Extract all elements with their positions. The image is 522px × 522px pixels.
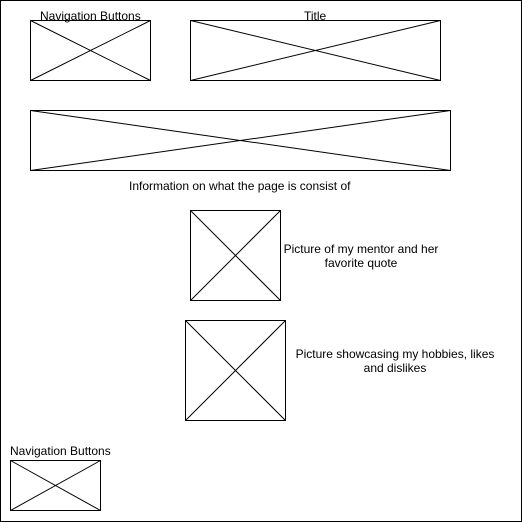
placeholder-border [190,20,441,81]
mentor-picture-placeholder [190,210,281,301]
hobbies-label-line-2: and dislikes [363,361,427,375]
placeholder-border [30,20,151,81]
placeholder-graphic [185,320,286,421]
mentor-picture-label: Picture of my mentor and her favorite qu… [276,242,446,270]
placeholder-diagonal-up [30,20,151,81]
placeholder-diagonal-up [185,320,286,421]
placeholder-diagonal-up [190,20,441,81]
info-banner-placeholder [30,110,451,171]
info-label: Information on what the page is consist … [129,179,351,193]
hobbies-picture-placeholder [185,320,286,421]
hobbies-label-line-1: Picture showcasing my hobbies, likes [295,347,495,361]
placeholder-diagonal-up [10,460,101,511]
title-placeholder [190,20,441,81]
placeholder-graphic [190,20,441,81]
placeholder-graphic [30,110,451,171]
placeholder-diagonal-up [190,210,281,301]
placeholder-border [190,210,281,301]
placeholder-graphic [190,210,281,301]
mentor-label-line-2: favorite quote [324,256,398,270]
placeholder-border [185,320,286,421]
placeholder-border [10,460,101,511]
hobbies-picture-label: Picture showcasing my hobbies, likes and… [290,347,500,375]
title-label: Title [304,9,327,23]
placeholder-border [30,110,451,171]
bottom-nav-buttons-placeholder [10,460,101,511]
bottom-nav-label: Navigation Buttons [10,444,111,458]
top-nav-buttons-placeholder [30,20,151,81]
top-nav-label: Navigation Buttons [40,9,141,23]
placeholder-graphic [10,460,101,511]
placeholder-diagonal-up [30,110,451,171]
mentor-label-line-1: Picture of my mentor and her [283,242,439,256]
placeholder-graphic [30,20,151,81]
